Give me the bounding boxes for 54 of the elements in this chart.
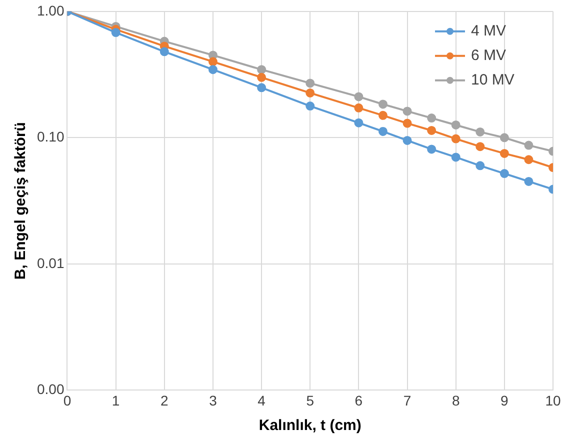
point: [378, 110, 388, 120]
point: [160, 47, 169, 56]
point: [257, 72, 266, 82]
point: [524, 140, 534, 150]
y-tick-label: 0.00: [37, 381, 64, 398]
point: [257, 83, 266, 92]
x-tick-label: 5: [306, 392, 314, 408]
legend-label: 10 MV: [471, 72, 514, 89]
point: [111, 28, 120, 38]
x-tick-label: 4: [258, 392, 266, 408]
x-axis-title: Kalınlık, t (cm): [258, 417, 362, 434]
point: [208, 65, 218, 74]
x-tick-label: 1: [112, 392, 120, 408]
point: [524, 176, 534, 186]
point: [476, 161, 485, 170]
y-tick-label: 0.10: [37, 128, 64, 145]
point: [306, 78, 315, 88]
point: [427, 144, 436, 154]
point: [378, 126, 388, 136]
point: [427, 114, 436, 123]
x-tick-label: 3: [209, 392, 218, 408]
legend-label: 6 MV: [471, 47, 506, 64]
point: [451, 134, 460, 144]
point: [354, 92, 364, 102]
x-tick-label: 7: [403, 392, 412, 408]
point: [402, 136, 412, 145]
x-tick-label: 9: [500, 392, 509, 408]
point: [378, 100, 388, 109]
point: [402, 106, 412, 116]
y-tick-label: 0.01: [37, 254, 64, 271]
point: [354, 103, 364, 112]
point: [476, 142, 485, 152]
point: [257, 65, 266, 74]
x-tick-label: 6: [354, 392, 363, 408]
legend-label: 4 MV: [471, 22, 506, 40]
point: [402, 118, 412, 128]
point: [306, 102, 315, 111]
point: [524, 155, 534, 164]
point: [500, 169, 509, 178]
point: [451, 152, 460, 162]
point: [500, 148, 509, 158]
x-tick-label: 0: [63, 392, 72, 408]
y-axis-title: B, Engel geçiş faktörü: [12, 122, 30, 280]
point: [476, 127, 485, 136]
point: [500, 133, 509, 142]
x-tick-label: 8: [452, 392, 460, 408]
y-tick-label: 1.00: [37, 2, 64, 18]
point: [451, 120, 460, 130]
x-tick-label: 2: [160, 392, 168, 408]
point: [354, 118, 364, 128]
point: [306, 88, 315, 98]
x-tick-label: 10: [545, 392, 561, 408]
point: [427, 126, 436, 135]
point: [208, 57, 218, 66]
